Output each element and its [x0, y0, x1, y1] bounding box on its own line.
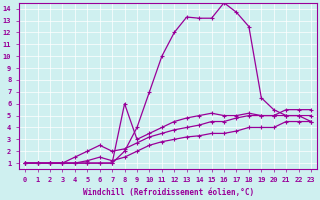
X-axis label: Windchill (Refroidissement éolien,°C): Windchill (Refroidissement éolien,°C) [83, 188, 254, 197]
